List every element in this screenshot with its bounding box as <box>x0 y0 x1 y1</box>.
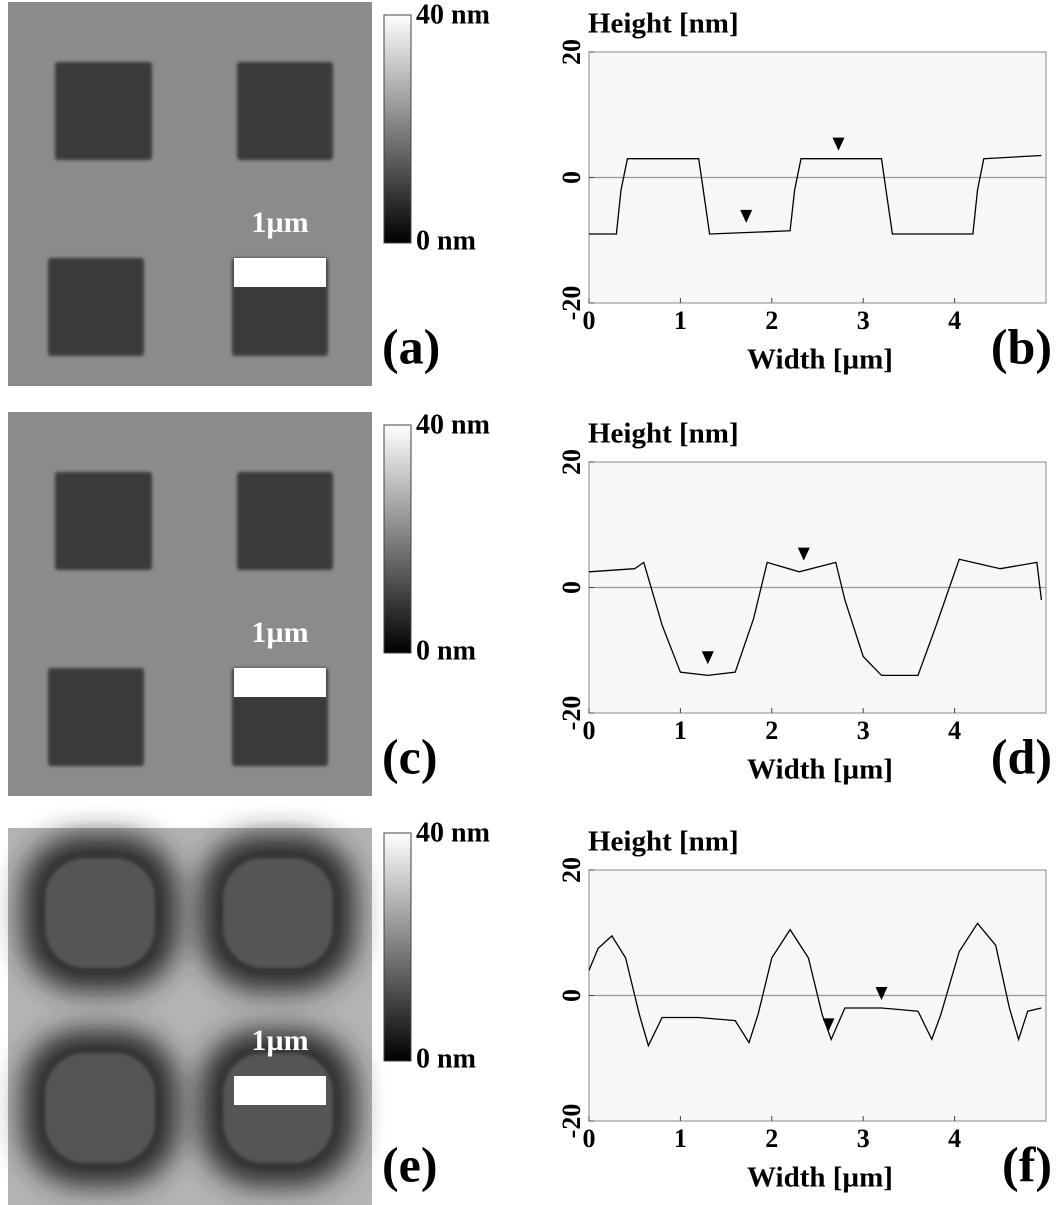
colorbar-max: 40 nm <box>416 0 490 30</box>
y-tick-label: 20 <box>557 449 586 475</box>
marker-triangle <box>832 137 845 151</box>
panel-label: (f) <box>1002 1136 1052 1192</box>
panel-label: (e) <box>382 1136 438 1192</box>
afm-image <box>8 412 372 796</box>
chart-title: Height [nm] <box>588 826 739 858</box>
x-tick-label: 1 <box>674 716 687 745</box>
afm-image <box>8 2 372 386</box>
colorbar <box>383 832 412 1062</box>
x-axis-label: Width [µm] <box>747 1162 893 1194</box>
x-tick-label: 0 <box>583 1124 596 1153</box>
x-tick-label: 3 <box>857 716 870 745</box>
feature <box>237 472 333 570</box>
feature <box>48 258 144 356</box>
x-tick-label: 1 <box>674 1124 687 1153</box>
y-tick-label: 20 <box>557 857 586 883</box>
feature <box>55 472 152 570</box>
y-tick-label: -20 <box>557 696 586 731</box>
y-tick-label: -20 <box>557 286 586 321</box>
panel-label: (b) <box>991 318 1052 374</box>
y-tick-label: 0 <box>557 581 586 594</box>
panel-label: (d) <box>991 728 1052 784</box>
x-tick-label: 4 <box>948 306 961 335</box>
marker-triangle <box>797 547 810 561</box>
colorbar <box>383 14 412 244</box>
x-tick-label: 2 <box>765 306 778 335</box>
colorbar-min: 0 nm <box>416 1043 476 1074</box>
feature <box>55 62 152 160</box>
feature <box>237 62 333 160</box>
colorbar-max: 40 nm <box>416 817 490 848</box>
profile-line <box>588 558 1043 677</box>
y-tick-label: 0 <box>557 171 586 184</box>
scale-bar-label: 1µm <box>251 206 308 239</box>
x-tick-label: 3 <box>857 1124 870 1153</box>
feature <box>45 858 155 968</box>
colorbar-max: 40 nm <box>416 409 490 440</box>
x-tick-label: 4 <box>948 1124 961 1153</box>
panel-label: (a) <box>382 318 440 374</box>
marker-triangle <box>740 209 753 223</box>
feature <box>45 1053 155 1163</box>
chart-title: Height [nm] <box>588 418 739 450</box>
x-tick-label: 2 <box>765 1124 778 1153</box>
colorbar <box>383 424 412 654</box>
profile-line <box>588 922 1042 1048</box>
scale-bar <box>234 1076 326 1105</box>
marker-triangle <box>822 1018 835 1032</box>
x-tick-label: 3 <box>857 306 870 335</box>
afm-image <box>8 828 372 1205</box>
feature <box>223 1053 333 1163</box>
x-axis-label: Width [µm] <box>747 754 893 786</box>
chart-title: Height [nm] <box>588 8 739 40</box>
scale-bar-label: 1µm <box>251 1024 308 1057</box>
feature <box>48 668 144 766</box>
x-tick-label: 0 <box>583 306 596 335</box>
y-tick-label: -20 <box>557 1104 586 1139</box>
x-tick-label: 2 <box>765 716 778 745</box>
profile-line <box>589 154 1042 235</box>
x-tick-label: 4 <box>948 716 961 745</box>
colorbar-min: 0 nm <box>416 635 476 666</box>
marker-triangle <box>875 987 888 1001</box>
feature <box>223 858 333 968</box>
scale-bar <box>234 668 326 697</box>
colorbar-min: 0 nm <box>416 225 476 256</box>
y-tick-label: 20 <box>557 39 586 65</box>
x-tick-label: 1 <box>674 306 687 335</box>
y-tick-label: 0 <box>557 989 586 1002</box>
scale-bar-label: 1µm <box>251 616 308 649</box>
x-tick-label: 0 <box>583 716 596 745</box>
scale-bar <box>234 258 326 287</box>
x-axis-label: Width [µm] <box>747 344 893 376</box>
panel-label: (c) <box>382 728 438 784</box>
marker-triangle <box>701 651 714 665</box>
